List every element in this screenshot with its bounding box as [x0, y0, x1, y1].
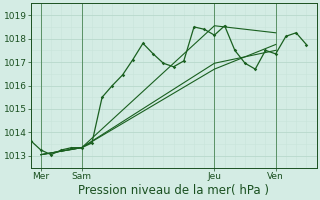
X-axis label: Pression niveau de la mer( hPa ): Pression niveau de la mer( hPa ) — [78, 184, 269, 197]
